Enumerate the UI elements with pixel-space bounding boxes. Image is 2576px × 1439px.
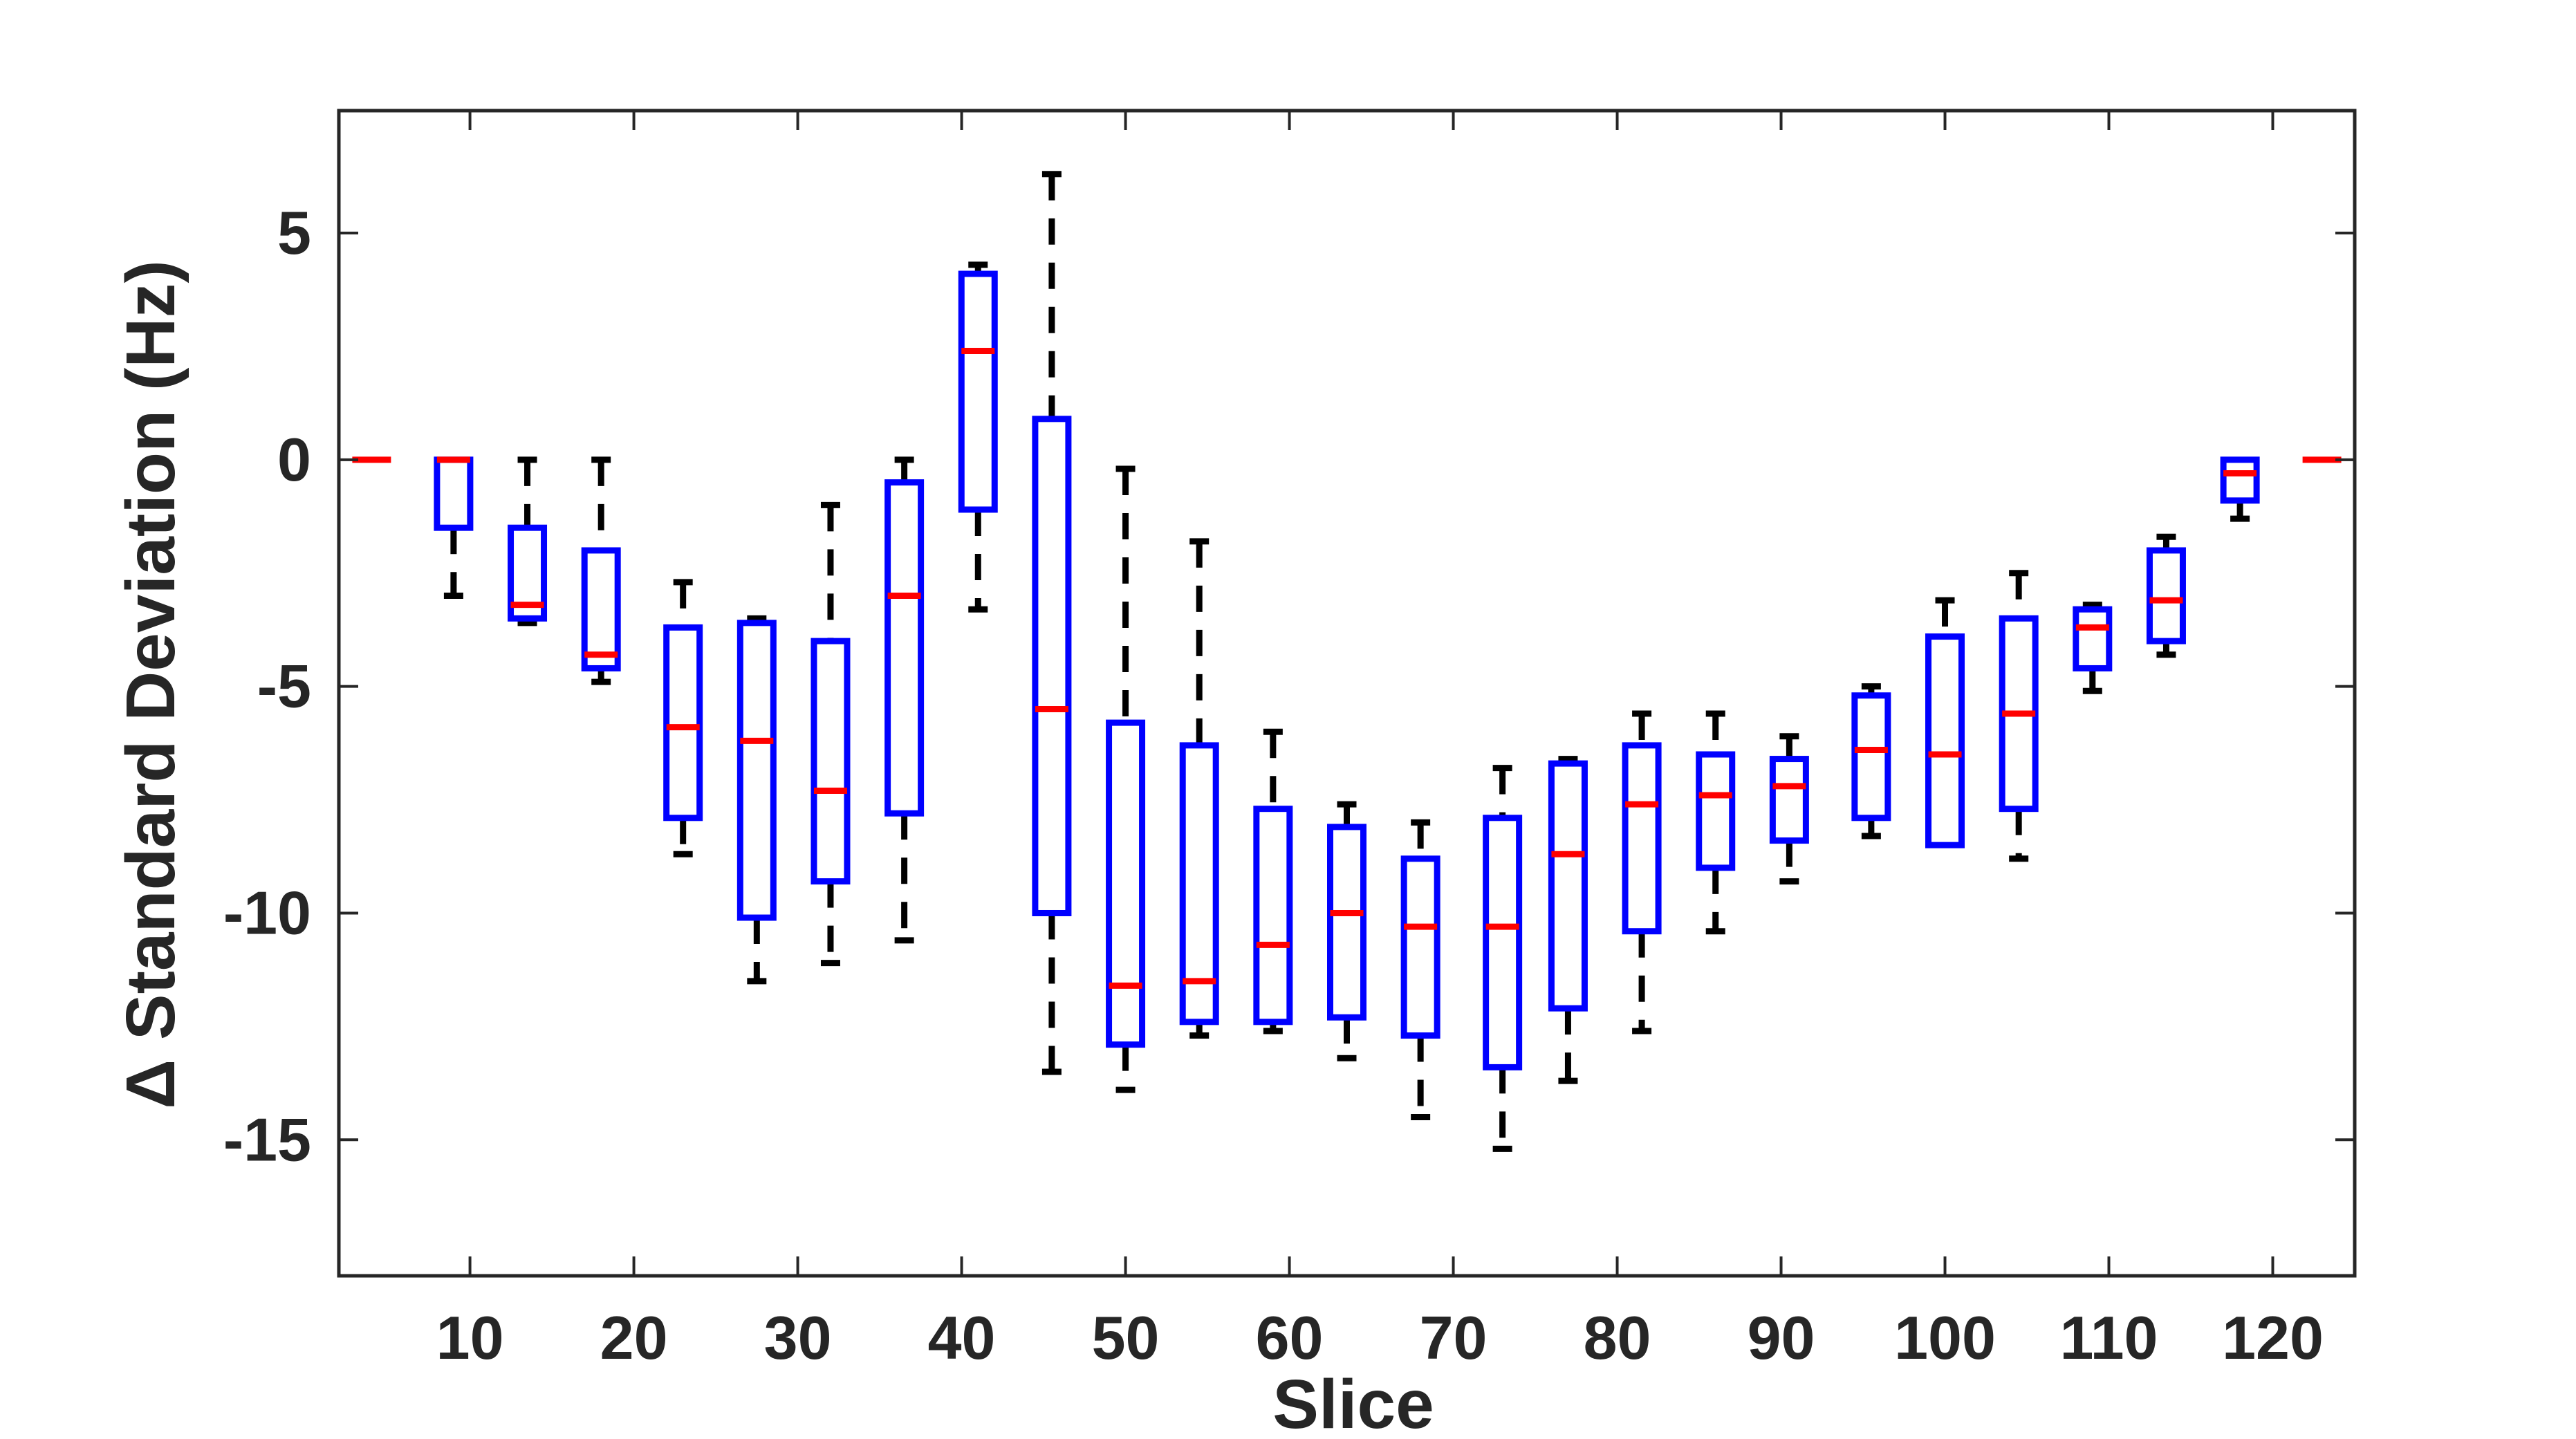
x-tick-label: 70	[1420, 1303, 1488, 1372]
box-rect	[1032, 416, 1072, 916]
box-11	[1106, 465, 1146, 1093]
box-rect	[1696, 751, 1736, 871]
x-tick-label: 50	[1092, 1303, 1160, 1372]
box-7	[810, 501, 851, 967]
x-axis-label: Slice	[1272, 1366, 1434, 1439]
x-tick-label: 40	[928, 1303, 996, 1372]
x-tick-label: 60	[1256, 1303, 1324, 1372]
box-3	[508, 456, 548, 626]
x-tick-label: 20	[600, 1303, 668, 1372]
box-rect	[2073, 606, 2113, 671]
box-19	[1696, 710, 1736, 935]
box-rect	[1769, 756, 1809, 844]
box-rect	[2146, 547, 2186, 644]
box-rect	[1400, 855, 1440, 1039]
box-8	[884, 456, 925, 944]
box-rect	[958, 270, 998, 513]
box-rect	[810, 638, 851, 885]
box-22	[1925, 597, 1965, 848]
y-tick-label: 5	[277, 198, 311, 267]
box-12	[1179, 538, 1219, 1039]
box-18	[1622, 710, 1662, 1034]
box-rect	[1925, 633, 1965, 848]
box-rect	[663, 624, 703, 821]
ticks-group: 10 20 30 40 50 60 70 80 90 100 110 120 -15 -10 -5 0 5	[223, 111, 2355, 1372]
box-rect	[434, 456, 474, 531]
box-20	[1769, 733, 1809, 885]
box-rect	[884, 479, 925, 817]
box-rect	[1106, 719, 1146, 1048]
box-rect	[1253, 806, 1293, 1025]
box-16	[1483, 765, 1523, 1152]
x-tick-label: 80	[1584, 1303, 1651, 1372]
box-rect	[1622, 742, 1662, 935]
box-rect	[581, 547, 621, 671]
box-rect	[1851, 692, 1891, 821]
y-tick-label: -5	[257, 652, 311, 721]
axes-frame	[337, 109, 2357, 1278]
box-rect	[1179, 742, 1219, 1025]
x-tick-label: 110	[2060, 1303, 2158, 1372]
y-tick-label: -10	[223, 878, 311, 947]
box-rect	[2220, 456, 2260, 504]
box-5	[663, 579, 703, 857]
boxes-group	[352, 171, 2342, 1152]
box-15	[1400, 819, 1440, 1121]
box-13	[1253, 728, 1293, 1034]
x-tick-label: 100	[1894, 1303, 1996, 1372]
y-axis-label: Δ Standard Deviation (Hz)	[112, 260, 189, 1109]
y-tick-label: -15	[223, 1105, 311, 1173]
box-rect	[736, 620, 777, 921]
box-rect	[1327, 824, 1366, 1021]
box-21	[1851, 683, 1891, 839]
box-rect	[1483, 815, 1523, 1070]
box-9	[958, 261, 998, 613]
x-tick-label: 30	[764, 1303, 832, 1372]
x-tick-label: 120	[2222, 1303, 2324, 1372]
box-14	[1327, 801, 1366, 1061]
y-tick-label: 0	[277, 425, 311, 494]
box-6	[736, 615, 777, 985]
box-2	[434, 456, 474, 600]
x-tick-label: 10	[436, 1303, 504, 1372]
box-24	[2073, 602, 2113, 694]
box-rect	[508, 524, 548, 622]
box-17	[1548, 756, 1588, 1084]
box-rect	[1548, 760, 1588, 1012]
x-tick-label: 90	[1748, 1303, 1815, 1372]
axes-group	[337, 109, 2357, 1278]
box-25	[2146, 533, 2186, 658]
box-10	[1032, 171, 1072, 1075]
box-23	[1999, 570, 2039, 862]
box-4	[581, 456, 621, 685]
box-26	[2220, 456, 2260, 522]
